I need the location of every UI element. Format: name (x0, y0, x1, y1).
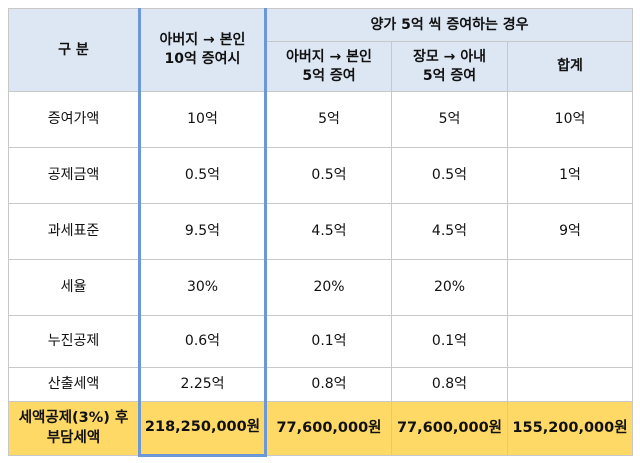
cell-father-half: 20% (265, 259, 392, 316)
table-row: 세율 30% 20% 20% (8, 259, 634, 316)
cell-mother-in-law-half: 0.1억 (391, 315, 508, 368)
header-mother-in-law-half-gift: 장모 → 아내 5억 증여 (391, 41, 508, 92)
cell-mother-in-law-half: 20% (391, 259, 508, 316)
row-label: 세율 (8, 259, 140, 316)
cell-father-full: 30% (138, 259, 267, 316)
header-category: 구 분 (8, 8, 140, 92)
cell-father-full: 0.6억 (138, 315, 267, 368)
header-father-full-gift: 아버지 → 본인 10억 증여시 (138, 8, 267, 92)
cell-father-full: 10억 (138, 91, 267, 148)
table-row: 증여가액 10억 5억 5억 10억 (8, 91, 634, 148)
cell-father-full: 9.5억 (138, 203, 267, 260)
cell-total (506, 315, 634, 368)
final-tax-mother-in-law-half: 77,600,000원 (391, 401, 508, 456)
cell-mother-in-law-half: 5억 (391, 91, 508, 148)
cell-total: 9억 (506, 203, 634, 260)
cell-mother-in-law-half: 0.8억 (391, 367, 508, 402)
row-label: 누진공제 (8, 315, 140, 368)
final-tax-father-half: 77,600,000원 (265, 401, 392, 456)
cell-father-half: 0.5억 (265, 147, 392, 204)
table-row: 공제금액 0.5억 0.5억 0.5억 1억 (8, 147, 634, 204)
header-total: 합계 (506, 41, 634, 92)
final-tax-total: 155,200,000원 (506, 401, 634, 456)
cell-father-half: 5억 (265, 91, 392, 148)
header-father-half-gift: 아버지 → 본인 5억 증여 (265, 41, 392, 92)
table-row: 누진공제 0.6억 0.1억 0.1억 (8, 315, 634, 368)
row-label: 과세표준 (8, 203, 140, 260)
cell-father-full: 0.5억 (138, 147, 267, 204)
cell-father-half: 0.8억 (265, 367, 392, 402)
cell-mother-in-law-half: 4.5억 (391, 203, 508, 260)
table-row: 과세표준 9.5억 4.5억 4.5억 9억 (8, 203, 634, 260)
gift-tax-comparison-table: 구 분 아버지 → 본인 10억 증여시 양가 5억 씩 증여하는 경우 아버지… (8, 8, 634, 457)
table-row: 산출세액 2.25억 0.8억 0.8억 (8, 367, 634, 402)
final-tax-label: 세액공제(3%) 후 부담세액 (8, 401, 140, 456)
cell-mother-in-law-half: 0.5억 (391, 147, 508, 204)
final-tax-father-full: 218,250,000원 (138, 401, 267, 457)
cell-total: 10억 (506, 91, 634, 148)
header-split-gift-group: 양가 5억 씩 증여하는 경우 (264, 8, 634, 42)
row-label: 산출세액 (8, 367, 140, 402)
cell-father-half: 0.1억 (265, 315, 392, 368)
final-tax-row: 세액공제(3%) 후 부담세액 218,250,000원 77,600,000원… (8, 401, 634, 457)
cell-father-full: 2.25억 (138, 367, 267, 402)
row-label: 증여가액 (8, 91, 140, 148)
cell-father-half: 4.5억 (265, 203, 392, 260)
cell-total: 1억 (506, 147, 634, 204)
cell-total (506, 259, 634, 316)
row-label: 공제금액 (8, 147, 140, 204)
cell-total (506, 367, 634, 402)
